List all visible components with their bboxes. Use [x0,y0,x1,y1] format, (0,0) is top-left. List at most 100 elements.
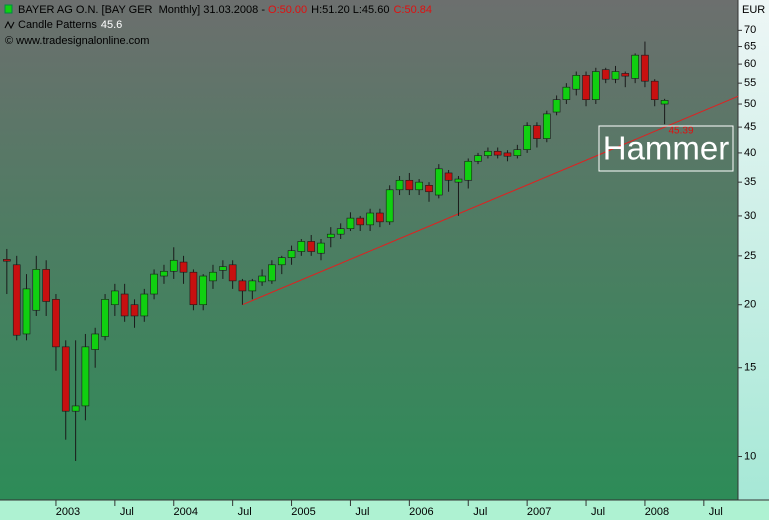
candle-body [484,150,492,156]
y-tick-label: 45 [744,121,756,133]
header-line: BAYER AG O.N. [BAY GER Monthly] 31.03.20… [18,4,432,16]
candle-body [464,160,473,181]
x-axis-area [0,500,769,520]
y-tick-label: 40 [744,147,756,159]
x-tick-label: 2003 [56,506,80,518]
candle-body [140,293,149,317]
candle-body [641,54,649,82]
candle-body [444,172,453,181]
indicator-line: Candle Patterns 45.6 [18,19,122,31]
candle-body [454,178,463,183]
y-tick-label: 70 [744,24,756,36]
candle-body [258,275,266,283]
candle-body [238,280,247,292]
candle-body [199,275,208,306]
candle-body [101,299,109,337]
candle-body [179,261,188,273]
candle-body [385,189,394,223]
y-tick-label: 55 [744,77,756,89]
x-tick-label: Jul [709,506,723,518]
candle-body [169,259,178,272]
y-tick-label: 50 [744,98,756,110]
x-tick-label: 2006 [409,506,433,518]
chart-title: BAYER AG O.N. [BAY GER Monthly] 31.03.20… [18,4,265,16]
candle-body [523,125,531,150]
candle-body [3,259,11,262]
candle-body [562,86,571,100]
candle-body [317,242,325,254]
candle-body [42,269,50,302]
candle-body [631,54,639,79]
candle-body [209,271,217,282]
close-label: C:50.84 [393,4,432,16]
x-tick-label: Jul [591,506,605,518]
high-low-label: H:51.20 L:45.60 [311,4,389,16]
candle-body [552,99,561,113]
candle-body [71,405,80,412]
candle-body [366,212,374,226]
candle-body [91,333,99,350]
candle-body [405,179,414,191]
y-axis-label: EUR [742,4,765,16]
candle-body [611,71,620,80]
y-tick-label: 10 [744,450,756,462]
candle-body [493,150,502,156]
marks [3,41,739,461]
symbol-icon [4,4,13,14]
x-tick-label: 2008 [645,506,669,518]
candle-body [582,75,590,100]
candle-body [22,288,31,335]
candle-body [415,181,423,191]
candle-body [503,152,512,157]
plot-area [0,0,738,500]
candle-body [248,280,257,292]
candle-body [601,69,610,80]
candle-body [189,271,198,306]
y-tick-label: 30 [744,210,756,222]
candle-body [219,266,227,271]
candle-body [81,346,90,407]
x-tick-label: Jul [120,506,134,518]
indicator-value: 45.6 [101,19,122,31]
candle-body [326,233,335,238]
candle-body [621,73,630,77]
candle-body [120,293,129,317]
candle-body [543,113,551,139]
candle-body [533,125,541,139]
candle-body [130,304,139,317]
candle-body [287,250,296,258]
x-tick-label: 2007 [527,506,551,518]
candle-body [307,241,316,252]
y-tick-label: 25 [744,250,756,262]
candle-body [650,80,659,100]
candle-body [32,269,41,311]
candle-body [150,273,158,295]
x-tick-label: Jul [355,506,369,518]
candle-body [52,299,60,348]
candle-body [592,71,600,100]
indicator-icon [4,20,15,30]
candle-body [395,179,404,191]
pattern-value: 45.39 [668,126,693,137]
copyright: © www.tradesignalonline.com [5,35,149,47]
candle-body [61,346,70,412]
candle-body [160,270,168,277]
y-tick-label: 65 [744,40,756,52]
trendline [242,95,739,306]
y-tick-label: 20 [744,299,756,311]
candle-body [425,185,433,193]
candle-body [12,264,21,336]
candle-body [434,168,443,196]
candle-body [376,212,384,223]
pattern-label: Hammer [603,130,730,167]
x-tick-label: Jul [473,506,487,518]
candle-body [660,100,669,105]
candle-body [346,217,355,229]
candle-body [277,257,286,266]
open-label: O:50.00 [268,4,307,16]
x-tick-label: Jul [238,506,252,518]
candle-body [513,149,522,156]
candle-body [474,155,482,162]
